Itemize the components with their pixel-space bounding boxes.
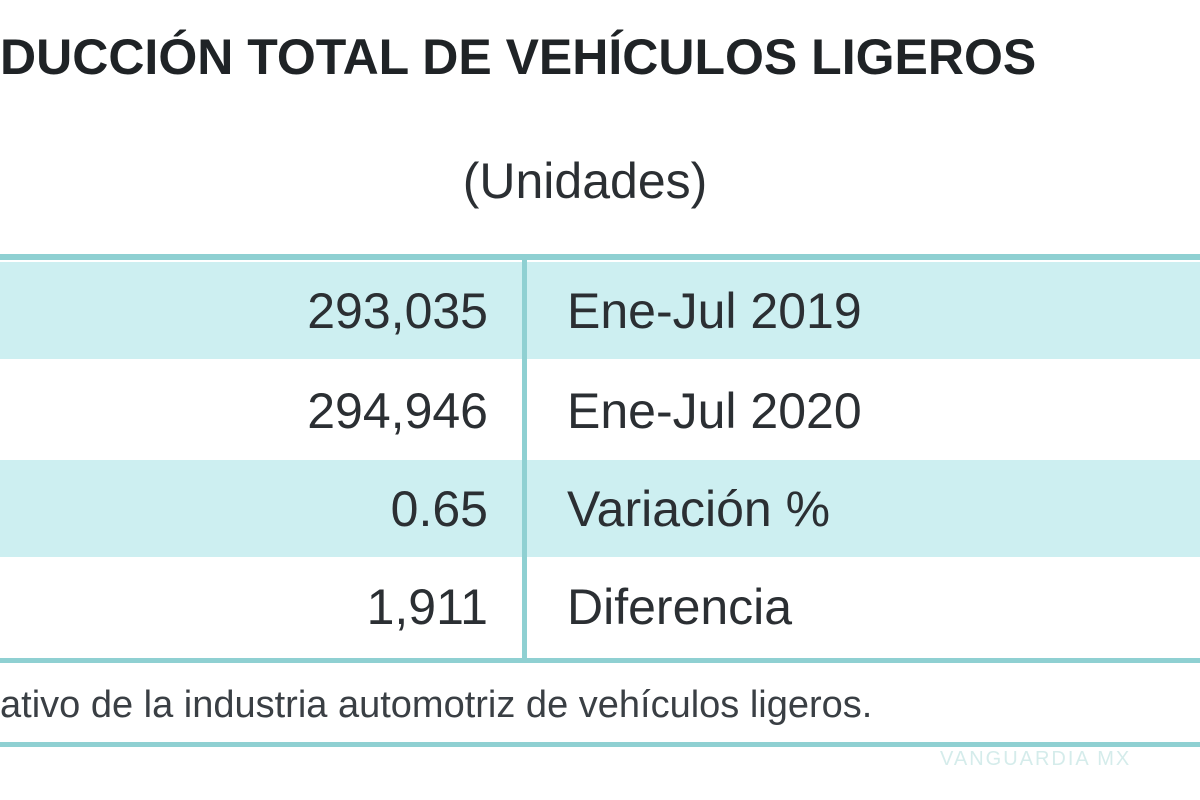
row-label: Ene-Jul 2019 — [567, 283, 862, 339]
row-value: 0.65 — [390, 481, 488, 537]
table-bottom-border — [0, 658, 1200, 663]
row-value: 1,911 — [366, 579, 488, 635]
top-border — [0, 254, 1200, 260]
footnote: ativo de la industria automotriz de vehí… — [0, 684, 873, 726]
column-divider — [522, 258, 527, 660]
table-title: DUCCIÓN TOTAL DE VEHÍCULOS LIGEROS — [0, 29, 1037, 85]
row-label: Ene-Jul 2020 — [567, 383, 862, 439]
row-value: 294,946 — [307, 383, 488, 439]
table-row: 0.65 Variación % — [0, 460, 1200, 557]
table-row: 294,946 Ene-Jul 2020 — [0, 362, 1200, 459]
units-subtitle: (Unidades) — [462, 153, 708, 209]
footnote-border — [0, 742, 1200, 747]
row-label: Diferencia — [567, 579, 793, 635]
table-row: 293,035 Ene-Jul 2019 — [0, 262, 1200, 359]
row-label: Variación % — [567, 481, 831, 537]
row-value: 293,035 — [307, 283, 488, 339]
watermark: VANGUARDIA MX — [940, 748, 1132, 770]
table-row: 1,911 Diferencia — [0, 558, 1200, 655]
